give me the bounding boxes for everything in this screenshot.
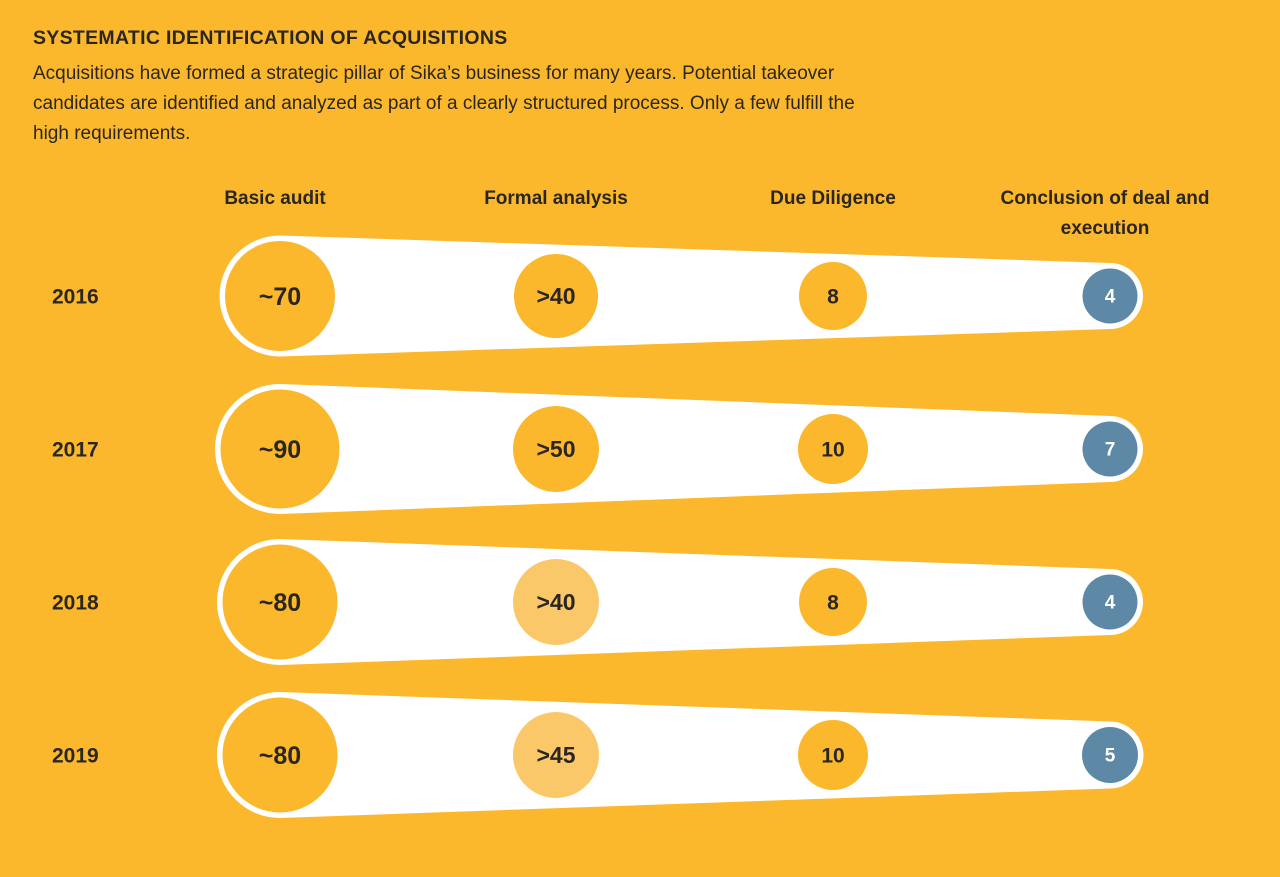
header-block: SYSTEMATIC IDENTIFICATION OF ACQUISITION… xyxy=(33,27,855,149)
stage-value-1-2018: ~80 xyxy=(259,589,301,617)
year-label: 2019 xyxy=(52,744,99,767)
stage-circle-1-2018 xyxy=(222,544,338,660)
funnel-row-2017: 2017 ~90 >50 10 7 xyxy=(52,384,1143,514)
funnel-shape xyxy=(217,539,1143,665)
stage-circle-4-2017 xyxy=(1082,421,1138,477)
page-title: SYSTEMATIC IDENTIFICATION OF ACQUISITION… xyxy=(33,27,508,49)
stage-value-3-2019: 10 xyxy=(821,744,844,767)
funnel-shape xyxy=(217,692,1144,818)
year-label: 2016 xyxy=(52,285,99,308)
stage-circle-4-2019 xyxy=(1082,727,1138,783)
funnel-row-2018: 2018 ~80 >40 8 4 xyxy=(52,539,1143,665)
stage-value-2-2017: >50 xyxy=(536,436,575,462)
stage-value-2-2018: >40 xyxy=(536,589,575,615)
stage-value-3-2017: 10 xyxy=(821,438,844,461)
stage-circle-1-2016 xyxy=(225,241,335,351)
funnel-row-2019: 2019 ~80 >45 10 5 xyxy=(52,692,1144,818)
intro-paragraph-line-3: high requirements. xyxy=(33,123,191,144)
stage-value-3-2016: 8 xyxy=(827,285,839,308)
stage-circle-3-2016 xyxy=(799,262,867,330)
stage-circle-3-2018 xyxy=(799,568,867,636)
funnel-row-2016: 2016 ~70 >40 8 4 xyxy=(52,235,1143,357)
column-header-conclusion: Conclusion of deal and execution xyxy=(1000,188,1210,239)
stage-value-1-2016: ~70 xyxy=(259,283,301,311)
stage-value-3-2018: 8 xyxy=(827,591,839,614)
stage-circle-4-2018 xyxy=(1082,574,1138,630)
stage-value-1-2017: ~90 xyxy=(259,436,301,464)
stage-circle-1-2017 xyxy=(220,389,340,509)
stage-circle-2-2016 xyxy=(514,254,598,338)
stage-circle-1-2019 xyxy=(222,697,338,813)
stage-value-1-2019: ~80 xyxy=(259,742,301,770)
intro-paragraph-line-1: Acquisitions have formed a strategic pil… xyxy=(33,63,835,84)
stage-circle-2-2019 xyxy=(513,712,599,798)
stage-value-4-2016: 4 xyxy=(1105,287,1116,308)
stage-circle-2-2017 xyxy=(513,406,599,492)
funnel-shape xyxy=(219,235,1143,357)
column-header-basic-audit: Basic audit xyxy=(224,188,326,209)
column-header-due-diligence: Due Diligence xyxy=(770,188,896,209)
intro-paragraph-line-2: candidates are identified and analyzed a… xyxy=(33,93,855,114)
stage-value-4-2018: 4 xyxy=(1105,593,1116,614)
stage-value-2-2019: >45 xyxy=(536,742,575,768)
stage-circle-2-2018 xyxy=(513,559,599,645)
stage-value-2-2016: >40 xyxy=(536,283,575,309)
stage-circle-4-2016 xyxy=(1082,268,1138,324)
funnel-shape xyxy=(215,384,1143,514)
stage-value-4-2017: 7 xyxy=(1105,440,1116,461)
column-header-formal-analysis: Formal analysis xyxy=(484,188,628,209)
year-label: 2018 xyxy=(52,591,99,614)
stage-value-4-2019: 5 xyxy=(1105,746,1116,767)
stage-circle-3-2019 xyxy=(798,720,868,790)
year-label: 2017 xyxy=(52,438,99,461)
stage-circle-3-2017 xyxy=(798,414,868,484)
